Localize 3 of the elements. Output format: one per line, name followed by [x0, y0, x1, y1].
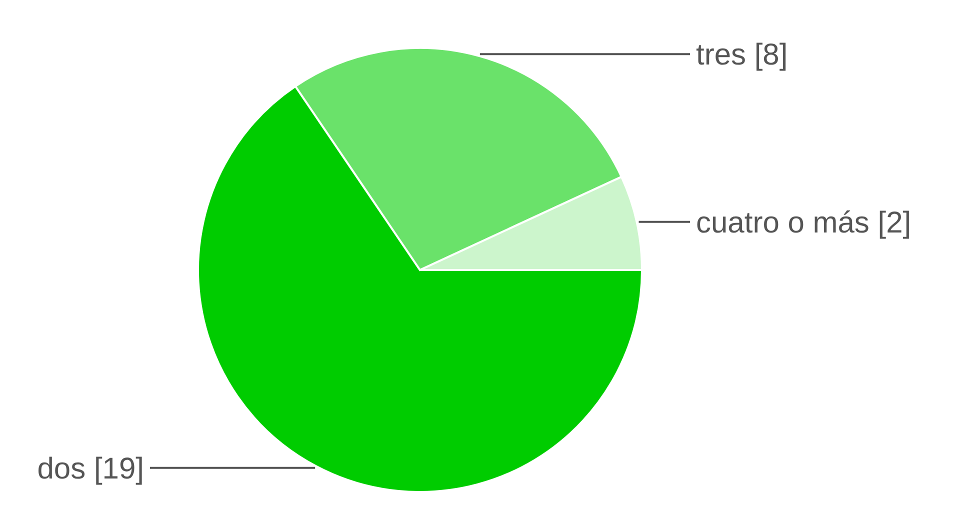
- slice-label: dos [19]: [37, 452, 144, 486]
- slice-label: tres [8]: [696, 38, 788, 72]
- slice-label: cuatro o más [2]: [696, 206, 912, 240]
